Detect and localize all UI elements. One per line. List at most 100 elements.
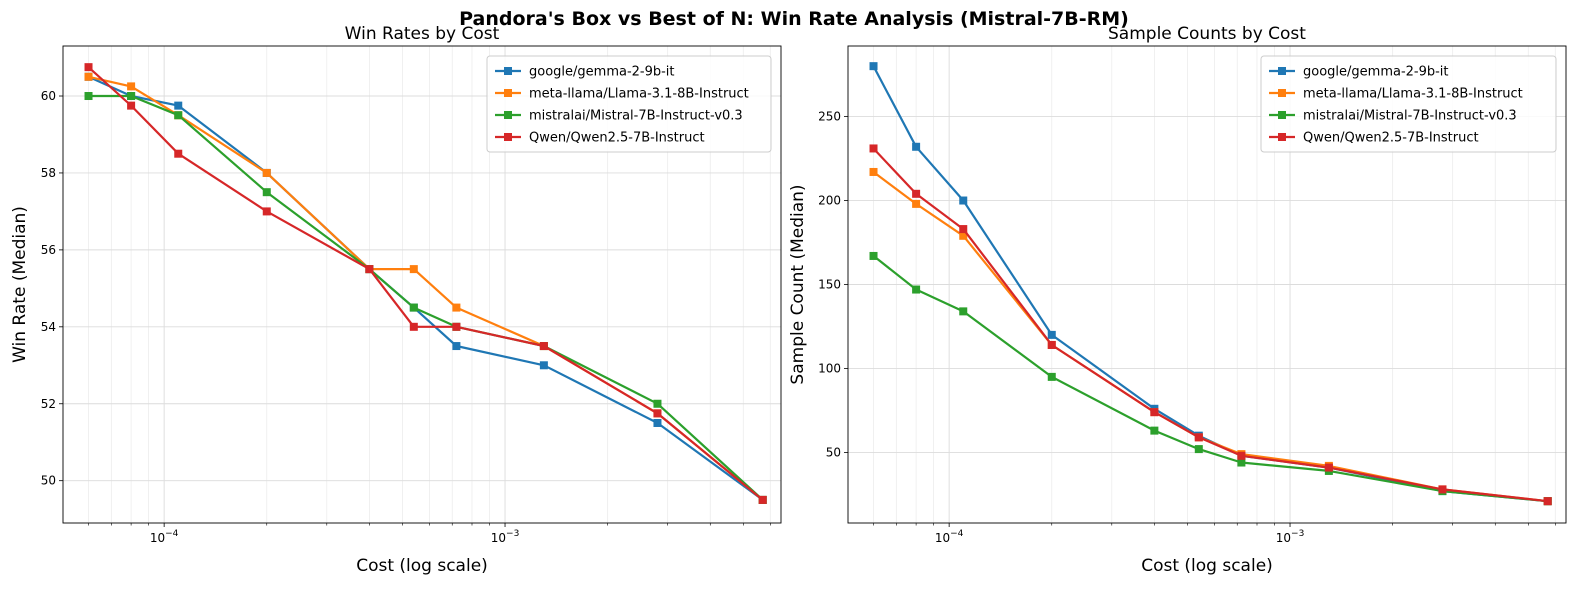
y-tick-label: 58 bbox=[41, 166, 56, 180]
data-point bbox=[1047, 330, 1056, 339]
panel-title: Win Rates by Cost bbox=[345, 24, 500, 44]
data-point bbox=[365, 265, 374, 274]
legend-swatch-marker bbox=[1278, 67, 1286, 75]
axes-frame bbox=[62, 45, 782, 524]
y-tick-label: 200 bbox=[818, 194, 841, 208]
legend-swatch-marker bbox=[1278, 111, 1286, 119]
data-point bbox=[912, 199, 921, 208]
data-point bbox=[84, 72, 93, 81]
data-point bbox=[869, 167, 878, 176]
data-point bbox=[912, 285, 921, 294]
y-tick-label: 54 bbox=[41, 320, 56, 334]
data-point bbox=[959, 225, 968, 234]
data-point bbox=[869, 144, 878, 153]
x-tick-base: 10 bbox=[491, 531, 506, 545]
legend-swatch-marker bbox=[504, 67, 512, 75]
y-tick-label: 250 bbox=[818, 110, 841, 124]
legend-label: meta-llama/Llama-3.1-8B-Instruct bbox=[1303, 87, 1523, 102]
data-point bbox=[1543, 497, 1552, 506]
data-point bbox=[1194, 445, 1203, 454]
data-point bbox=[653, 418, 662, 427]
legend-swatch-marker bbox=[504, 111, 512, 119]
data-point bbox=[174, 111, 183, 120]
data-point bbox=[869, 62, 878, 71]
x-tick-exponent: −3 bbox=[1291, 529, 1304, 539]
data-point bbox=[452, 322, 461, 331]
data-point bbox=[1150, 426, 1159, 435]
data-point bbox=[653, 409, 662, 418]
data-point bbox=[452, 303, 461, 312]
data-point bbox=[262, 207, 271, 216]
legend-label: google/gemma-2-9b-it bbox=[529, 65, 675, 80]
data-point bbox=[959, 231, 968, 240]
legend-swatch-marker bbox=[504, 133, 512, 141]
data-point bbox=[1324, 463, 1333, 472]
y-tick-label: 50 bbox=[41, 474, 56, 488]
data-point bbox=[1150, 408, 1159, 417]
data-point bbox=[959, 307, 968, 316]
data-point bbox=[452, 342, 461, 351]
y-axis-label: Sample Count (Median) bbox=[788, 184, 808, 384]
axes-frame bbox=[847, 45, 1567, 524]
legend-box bbox=[486, 55, 772, 153]
legend-label: mistralai/Mistral-7B-Instruct-v0.3 bbox=[1303, 109, 1517, 124]
data-point bbox=[174, 101, 183, 110]
data-point bbox=[262, 168, 271, 177]
data-point bbox=[409, 322, 418, 331]
data-point bbox=[539, 361, 548, 370]
y-tick-label: 52 bbox=[41, 397, 56, 411]
data-point bbox=[127, 92, 136, 101]
data-point bbox=[912, 189, 921, 198]
legend-swatch-marker bbox=[1278, 133, 1286, 141]
legend-label: Qwen/Qwen2.5-7B-Instruct bbox=[1303, 131, 1479, 146]
data-point bbox=[1438, 485, 1447, 494]
x-axis-label: Cost (log scale) bbox=[1141, 556, 1273, 576]
series-line-2 bbox=[872, 255, 1548, 503]
data-point bbox=[127, 101, 136, 110]
legend: google/gemma-2-9b-it meta-llama/Llama-3.1… bbox=[1260, 55, 1557, 153]
data-point bbox=[653, 399, 662, 408]
data-point bbox=[409, 265, 418, 274]
data-point bbox=[539, 342, 548, 351]
legend-swatch-marker bbox=[504, 89, 512, 97]
data-point bbox=[1237, 458, 1246, 467]
x-axis-label: Cost (log scale) bbox=[356, 556, 488, 576]
x-tick-exponent: −4 bbox=[950, 529, 964, 539]
legend-label: meta-llama/Llama-3.1-8B-Instruct bbox=[529, 87, 749, 102]
series-line-2 bbox=[88, 94, 764, 501]
x-tick-exponent: −4 bbox=[165, 529, 179, 539]
data-point bbox=[409, 303, 418, 312]
data-point bbox=[174, 149, 183, 158]
data-point bbox=[912, 142, 921, 151]
y-axis-label: Win Rate (Median) bbox=[10, 206, 30, 363]
legend-label: Qwen/Qwen2.5-7B-Instruct bbox=[529, 131, 705, 146]
data-point bbox=[262, 188, 271, 197]
panel-title: Sample Counts by Cost bbox=[1108, 24, 1306, 44]
x-tick-base: 10 bbox=[935, 531, 950, 545]
data-point bbox=[959, 196, 968, 205]
y-tick-label: 100 bbox=[818, 361, 841, 375]
x-tick-base: 10 bbox=[150, 531, 165, 545]
y-tick-label: 56 bbox=[41, 243, 56, 257]
y-tick-label: 60 bbox=[41, 89, 56, 103]
legend-swatch-marker bbox=[1278, 89, 1286, 97]
series-line-3 bbox=[872, 147, 1548, 503]
x-tick-base: 10 bbox=[1276, 531, 1291, 545]
data-point bbox=[869, 251, 878, 260]
legend-label: google/gemma-2-9b-it bbox=[1303, 65, 1449, 80]
x-tick-label: 10−3 bbox=[1276, 529, 1305, 545]
data-point bbox=[84, 92, 93, 101]
legend-box bbox=[1260, 55, 1557, 153]
data-point bbox=[84, 63, 93, 72]
data-point bbox=[1047, 340, 1056, 349]
data-point bbox=[127, 82, 136, 91]
x-tick-label: 10−3 bbox=[491, 529, 520, 545]
x-tick-label: 10−4 bbox=[150, 529, 179, 545]
data-point bbox=[1237, 451, 1246, 460]
legend: google/gemma-2-9b-it meta-llama/Llama-3.1… bbox=[486, 55, 772, 153]
figure-title: Pandora's Box vs Best of N: Win Rate Ana… bbox=[459, 8, 1129, 30]
legend-label: mistralai/Mistral-7B-Instruct-v0.3 bbox=[529, 109, 743, 124]
